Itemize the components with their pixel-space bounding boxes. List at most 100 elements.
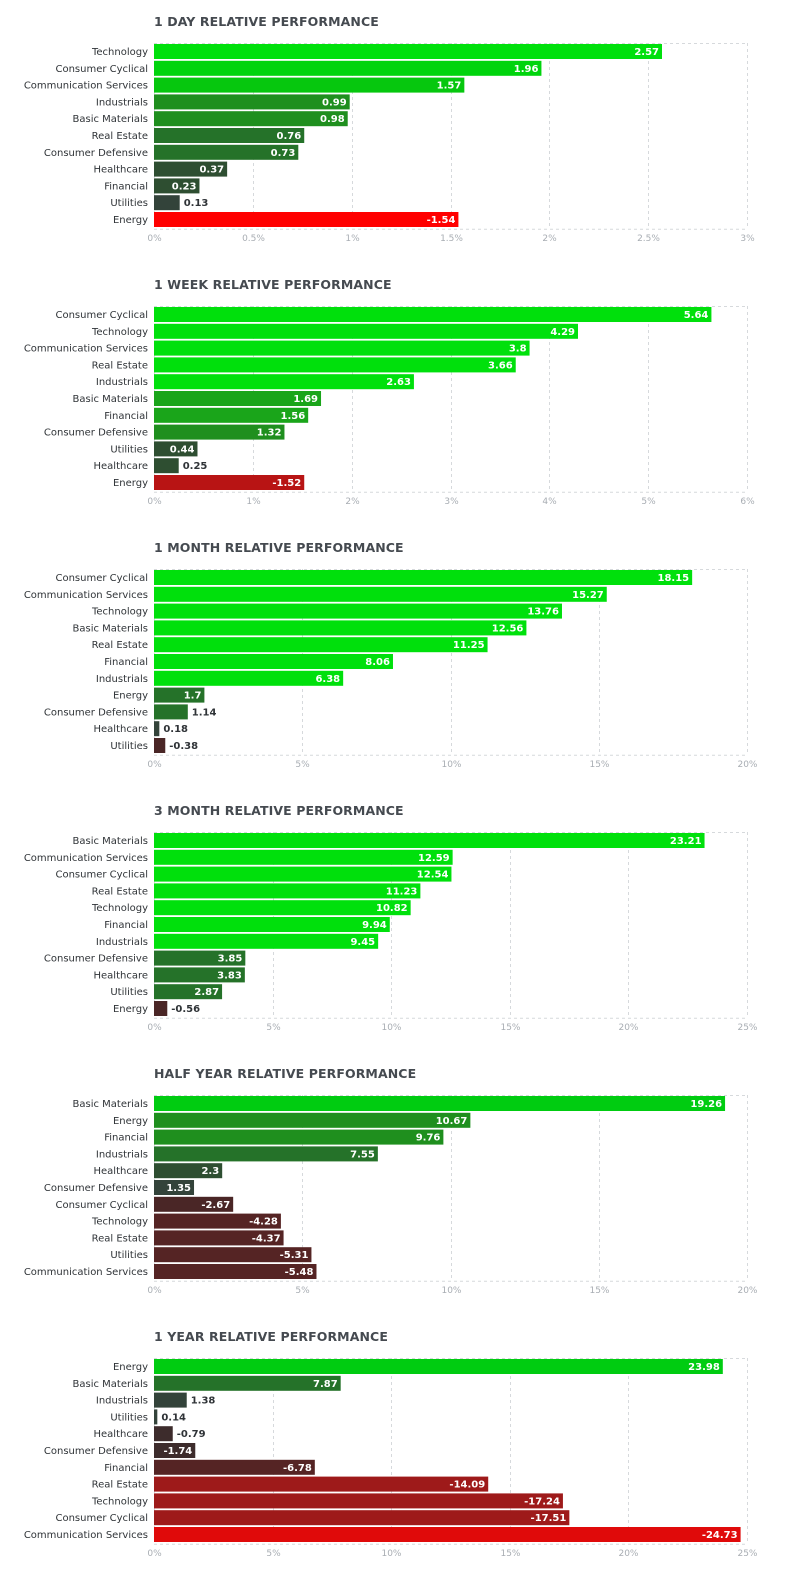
bar[interactable] xyxy=(154,1096,726,1111)
bar[interactable] xyxy=(154,60,542,76)
bar[interactable] xyxy=(154,458,179,474)
x-tick-label: 25% xyxy=(737,1549,757,1559)
value-label: 9.76 xyxy=(416,1133,441,1144)
category-label: Energy xyxy=(113,1004,148,1015)
category-label: Real Estate xyxy=(92,131,148,142)
bar[interactable] xyxy=(154,1426,173,1442)
bar[interactable] xyxy=(154,307,712,322)
value-label: 1.14 xyxy=(192,707,217,718)
bars: Technology 2.57 Consumer Cyclical 1.96 Commu… xyxy=(24,44,662,227)
bar[interactable] xyxy=(154,1476,489,1492)
bar[interactable] xyxy=(154,77,465,93)
bar[interactable] xyxy=(154,144,299,160)
bar[interactable] xyxy=(154,1459,315,1475)
bar[interactable] xyxy=(154,1392,187,1408)
bar[interactable] xyxy=(154,1196,234,1212)
x-tick-label: 1% xyxy=(345,234,360,244)
bar[interactable] xyxy=(154,44,662,59)
x-tick-label: 2.5% xyxy=(637,234,660,244)
bar[interactable] xyxy=(154,111,348,127)
value-label: 0.98 xyxy=(320,114,345,125)
category-label: Real Estate xyxy=(92,360,148,371)
bar[interactable] xyxy=(154,340,530,356)
bar[interactable] xyxy=(154,1443,196,1458)
value-label: 2.87 xyxy=(194,987,219,998)
bar[interactable] xyxy=(154,1375,341,1391)
x-tick-label: 0% xyxy=(147,760,162,770)
bar[interactable] xyxy=(154,933,379,949)
bar[interactable] xyxy=(154,833,705,848)
bar[interactable] xyxy=(154,195,180,211)
bar[interactable] xyxy=(154,950,246,966)
category-label: Utilities xyxy=(110,444,148,455)
bar[interactable] xyxy=(154,178,200,194)
bar[interactable] xyxy=(154,161,228,177)
category-label: Consumer Defensive xyxy=(44,954,148,965)
bar[interactable] xyxy=(154,1129,444,1145)
bar[interactable] xyxy=(154,967,245,983)
category-label: Basic Materials xyxy=(73,836,149,847)
bar[interactable] xyxy=(154,1264,317,1279)
bar[interactable] xyxy=(154,1213,281,1229)
bar[interactable] xyxy=(154,424,285,440)
bar[interactable] xyxy=(154,603,562,619)
bar[interactable] xyxy=(154,212,459,227)
bar[interactable] xyxy=(154,738,166,753)
bar[interactable] xyxy=(154,1112,471,1128)
bar[interactable] xyxy=(154,570,693,585)
category-label: Communication Services xyxy=(24,1530,148,1541)
bar[interactable] xyxy=(154,984,223,1000)
category-label: Communication Services xyxy=(24,344,148,355)
bar[interactable] xyxy=(154,1409,158,1425)
bar[interactable] xyxy=(154,1527,741,1542)
bar[interactable] xyxy=(154,704,188,720)
value-label: -6.78 xyxy=(283,1463,312,1474)
bar[interactable] xyxy=(154,1230,284,1246)
bar[interactable] xyxy=(154,128,305,143)
bar[interactable] xyxy=(154,357,516,373)
bar[interactable] xyxy=(154,1359,723,1374)
bar[interactable] xyxy=(154,586,607,602)
value-label: -0.56 xyxy=(171,1004,200,1015)
bar[interactable] xyxy=(154,687,205,703)
bar[interactable] xyxy=(154,900,411,916)
value-label: 3.66 xyxy=(488,360,513,371)
value-label: 10.82 xyxy=(376,903,408,914)
value-label: 19.26 xyxy=(690,1099,722,1110)
bar[interactable] xyxy=(154,1146,378,1162)
bar[interactable] xyxy=(154,866,452,882)
category-label: Financial xyxy=(104,411,148,422)
bar[interactable] xyxy=(154,391,322,406)
bar[interactable] xyxy=(154,1163,223,1179)
bar[interactable] xyxy=(154,1493,563,1509)
bar[interactable] xyxy=(154,475,305,490)
category-label: Energy xyxy=(113,478,148,489)
bar[interactable] xyxy=(154,670,344,686)
bar[interactable] xyxy=(154,441,198,457)
bar[interactable] xyxy=(154,323,578,339)
bar[interactable] xyxy=(154,1510,570,1526)
bar[interactable] xyxy=(154,620,527,636)
bar[interactable] xyxy=(154,1180,195,1195)
bar[interactable] xyxy=(154,1001,168,1016)
bar[interactable] xyxy=(154,849,453,865)
category-label: Utilities xyxy=(110,198,148,209)
category-label: Consumer Defensive xyxy=(44,1183,148,1194)
value-label: 0.73 xyxy=(271,148,296,159)
value-label: 0.25 xyxy=(183,461,208,472)
category-label: Basic Materials xyxy=(73,394,149,405)
bar[interactable] xyxy=(154,654,393,669)
bar[interactable] xyxy=(154,407,309,423)
bar[interactable] xyxy=(154,883,421,899)
bar[interactable] xyxy=(154,917,390,932)
bar[interactable] xyxy=(154,374,414,390)
bar[interactable] xyxy=(154,1247,312,1263)
bar[interactable] xyxy=(154,94,350,110)
value-label: 0.37 xyxy=(199,165,224,176)
bar[interactable] xyxy=(154,721,160,737)
bar[interactable] xyxy=(154,637,488,653)
category-label: Technology xyxy=(91,1496,148,1507)
value-label: 12.56 xyxy=(492,623,524,634)
value-label: -4.28 xyxy=(249,1217,278,1228)
value-label: -0.79 xyxy=(177,1429,206,1440)
